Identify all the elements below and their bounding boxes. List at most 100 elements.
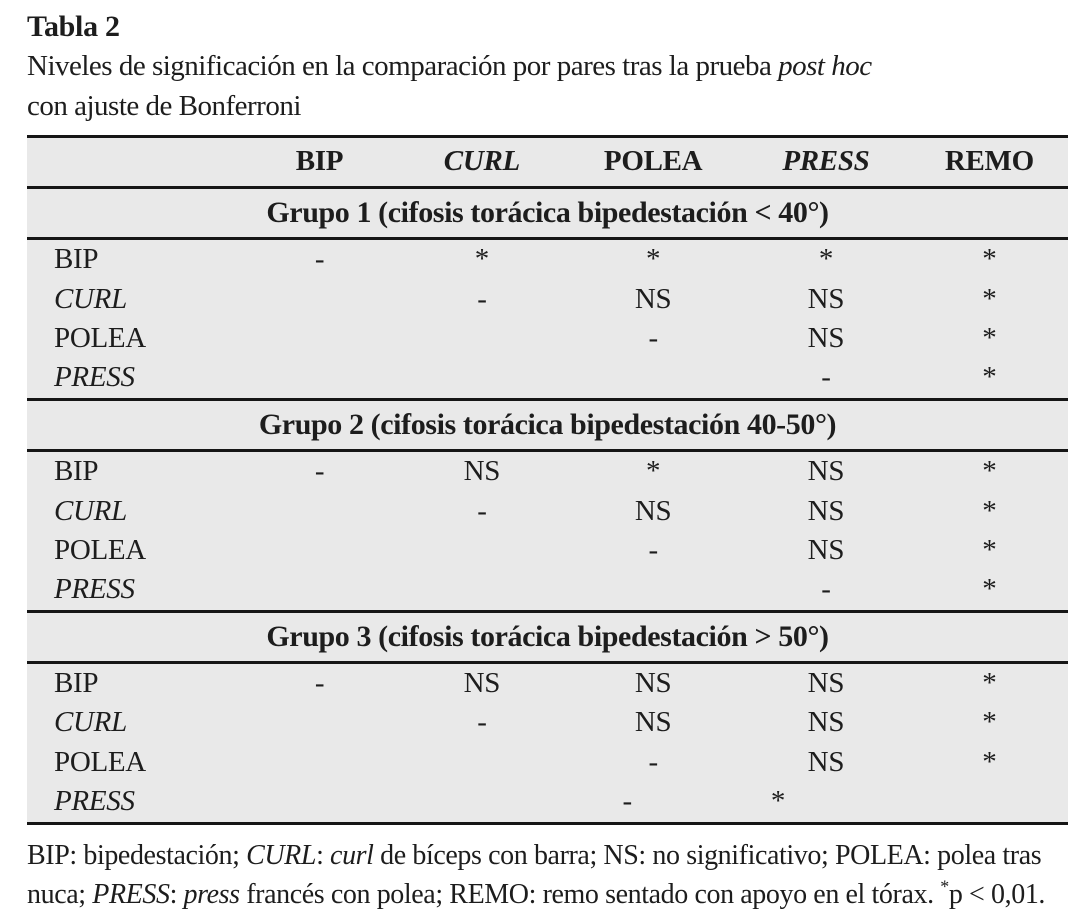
table-cell: [399, 358, 566, 399]
table-cell: -: [741, 358, 911, 399]
footnote-text: :: [316, 839, 331, 871]
table-footnote: BIP: bipedestación; CURL: curl de bíceps…: [27, 836, 1068, 914]
table-cell: NS: [741, 280, 911, 319]
table-cell: [399, 570, 566, 611]
table-cell: -: [565, 743, 741, 782]
table-cell: *: [911, 570, 1068, 611]
group-header-row: Grupo 1 (cifosis torácica bipedestación …: [27, 187, 1068, 241]
cell-value: -: [314, 667, 325, 700]
significance-table: BIP CURL POLEA PRESS REMO Grupo 1 (cifosis t…: [27, 135, 1068, 825]
table-cell: -: [240, 239, 398, 280]
cell-value: *: [818, 243, 834, 276]
table-cell: -: [399, 703, 566, 742]
column-header-polea: POLEA: [603, 145, 703, 177]
cell-value: *: [982, 706, 997, 739]
table-cell: [240, 280, 398, 319]
cell-value: -: [648, 533, 658, 566]
table-cell: -: [741, 570, 911, 611]
cell-value: NS: [634, 494, 672, 527]
cell-value: *: [982, 533, 997, 566]
table-cell: [240, 319, 398, 358]
row-label: BIP: [54, 243, 99, 276]
table-cell: NS: [565, 703, 741, 742]
table-cell: -: [565, 531, 741, 570]
table-cell: -: [240, 663, 398, 704]
cell-value: *: [982, 322, 997, 355]
table-cell: *: [911, 451, 1068, 492]
cell-value: *: [982, 573, 997, 606]
table-row: POLEA - NS *: [27, 743, 1068, 782]
cell-value: *: [982, 455, 997, 488]
table-cell: [240, 782, 398, 823]
cell-value: -: [622, 785, 632, 818]
table-row: POLEA - NS *: [27, 319, 1068, 358]
cell-value: *: [982, 494, 997, 527]
table-cell: *: [911, 531, 1068, 570]
table-row: BIP - NS * NS *: [27, 451, 1068, 492]
group-3: Grupo 3 (cifosis torácica bipedestación …: [27, 611, 1068, 823]
row-label: CURL: [54, 282, 127, 315]
table-row: CURL - NS NS *: [27, 492, 1068, 531]
footnote-text: de bíceps con barra; NS: no significativ…: [27, 839, 1042, 910]
table-row: PRESS - *: [27, 782, 1068, 823]
table-header-row: BIP CURL POLEA PRESS REMO: [27, 137, 1068, 188]
cell-value: -: [821, 361, 831, 394]
row-label: PRESS: [54, 785, 135, 818]
cell-value: -: [648, 322, 658, 355]
cell-value: *: [982, 282, 997, 315]
table-cell: NS: [399, 451, 566, 492]
table-row: PRESS - *: [27, 358, 1068, 399]
subtitle-line2: con ajuste de Bonferroni: [27, 90, 301, 122]
table-cell: *: [911, 703, 1068, 742]
table-cell: *: [911, 319, 1068, 358]
table-cell: NS: [741, 492, 911, 531]
cell-value: -: [648, 745, 658, 778]
row-label: CURL: [54, 494, 127, 527]
cell-value: *: [982, 667, 997, 700]
cell-value: NS: [634, 706, 672, 739]
footnote-text: PRESS: [92, 878, 170, 910]
cell-value: *: [982, 361, 997, 394]
table-row: BIP - NS NS NS *: [27, 663, 1068, 704]
column-header-bip: BIP: [295, 145, 344, 177]
column-header-curl: CURL: [443, 145, 520, 177]
table-cell: [240, 703, 398, 742]
row-label: POLEA: [54, 745, 146, 778]
table-row: PRESS - *: [27, 570, 1068, 611]
cell-value: *: [646, 243, 661, 276]
table-cell: -: [399, 280, 566, 319]
table-cell: *: [399, 239, 566, 280]
cell-value: NS: [463, 455, 501, 488]
row-label: PRESS: [54, 361, 135, 394]
table-cell: [399, 319, 566, 358]
subtitle-text: Niveles de significación en la comparaci…: [27, 50, 779, 82]
table-cell: NS: [565, 492, 741, 531]
table-row: CURL - NS NS *: [27, 703, 1068, 742]
table-cell: NS: [399, 663, 566, 704]
cell-value: *: [474, 243, 490, 276]
table-title: Tabla 2: [27, 10, 120, 43]
table-cell: NS: [741, 703, 911, 742]
table-cell: *: [911, 239, 1068, 280]
table-cell: *: [565, 239, 741, 280]
table-subtitle: Niveles de significación en la comparaci…: [27, 46, 1068, 126]
table-cell: NS: [741, 743, 911, 782]
group-header-label: Grupo 1 (cifosis torácica bipedestación …: [27, 187, 1068, 241]
cell-value: NS: [807, 667, 845, 700]
table-cell: NS: [565, 280, 741, 319]
group-header-label: Grupo 2 (cifosis torácica bipedestación …: [27, 399, 1068, 453]
cell-value: -: [477, 494, 487, 527]
column-header-press: PRESS: [782, 145, 870, 177]
row-label: PRESS: [54, 573, 135, 606]
table-cell: [240, 743, 398, 782]
cell-value: -: [477, 282, 487, 315]
column-header-remo: REMO: [944, 145, 1034, 177]
group-1: Grupo 1 (cifosis torácica bipedestación …: [27, 187, 1068, 400]
table-cell: -: [565, 782, 741, 823]
group-2: Grupo 2 (cifosis torácica bipedestación …: [27, 399, 1068, 612]
table-cell: [565, 358, 741, 399]
table-cell: *: [911, 743, 1068, 782]
cell-value: NS: [807, 455, 845, 488]
cell-value: NS: [807, 282, 845, 315]
table-cell: NS: [741, 451, 911, 492]
